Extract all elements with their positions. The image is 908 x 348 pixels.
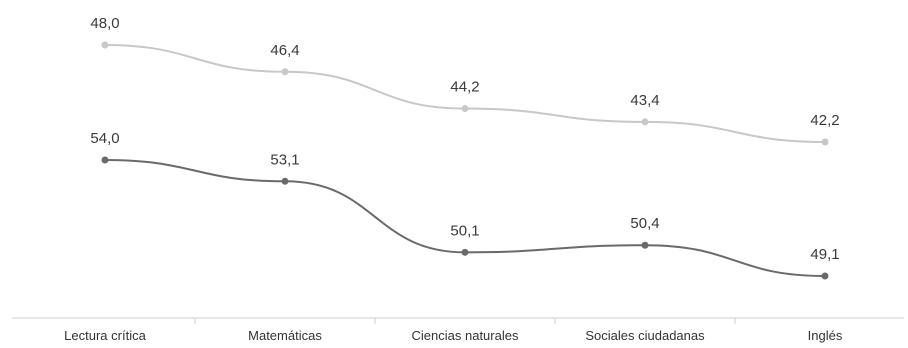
series-2-data-label: 50,1 bbox=[450, 222, 479, 239]
series-1-point bbox=[101, 41, 109, 49]
series-2-data-label: 53,1 bbox=[270, 151, 299, 168]
x-tick-label: Ciencias naturales bbox=[412, 328, 519, 343]
series-1-point bbox=[821, 138, 829, 146]
series-1-data-label: 43,4 bbox=[630, 92, 659, 109]
series-2-point bbox=[821, 272, 829, 280]
series-line-2 bbox=[104, 159, 826, 277]
series-2-point bbox=[101, 156, 109, 164]
series-layer bbox=[101, 41, 829, 280]
series-2-point bbox=[281, 177, 289, 185]
series-1-point bbox=[641, 118, 649, 126]
series-1-point bbox=[281, 68, 289, 76]
series-2-data-label: 49,1 bbox=[810, 246, 839, 263]
series-1-data-label: 48,0 bbox=[90, 15, 119, 32]
series-2-data-label: 54,0 bbox=[90, 130, 119, 147]
series-1-data-label: 42,2 bbox=[810, 112, 839, 129]
x-tick-label: Inglés bbox=[808, 328, 843, 343]
x-tick-label: Lectura crítica bbox=[64, 328, 146, 343]
series-1-point bbox=[461, 105, 469, 113]
series-2-point bbox=[461, 248, 469, 256]
x-tick-label: Sociales ciudadanas bbox=[585, 328, 705, 343]
data-labels-layer: 48,0 46,4 44,2 43,4 42,2 54,0 53,1 50,1 50,4 49,1 bbox=[90, 15, 839, 263]
x-tick-label: Matemáticas bbox=[248, 328, 322, 343]
series-2-data-label: 50,4 bbox=[630, 215, 659, 232]
series-1-data-label: 44,2 bbox=[450, 79, 479, 96]
series-1-data-label: 46,4 bbox=[270, 42, 299, 59]
series-2-point bbox=[641, 241, 649, 249]
x-axis-ticks: Lectura crítica Matemáticas Ciencias natur… bbox=[64, 318, 843, 343]
